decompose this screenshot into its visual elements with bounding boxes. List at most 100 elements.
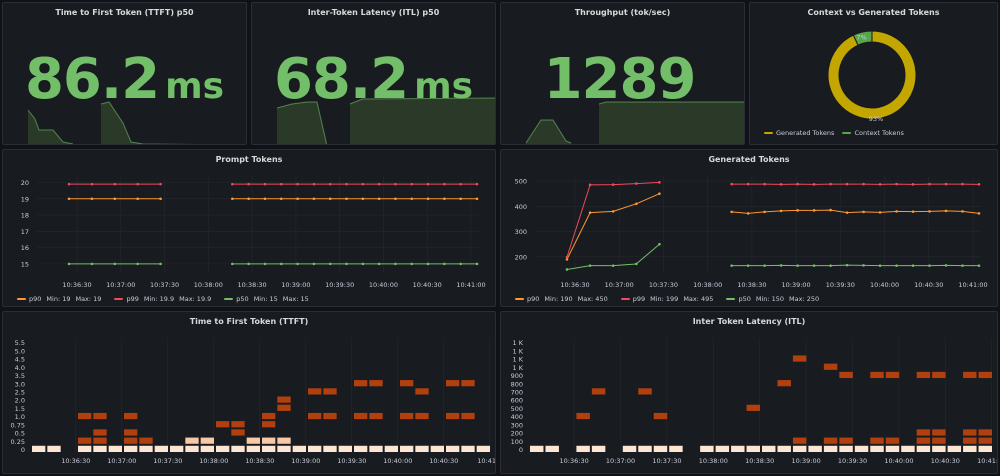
series-line-p99	[566, 181, 660, 258]
legend-item-p50[interactable]: p50 Min: 15 Max: 15	[224, 295, 313, 303]
legend-item-p90[interactable]: p90 Min: 190 Max: 450	[515, 295, 613, 303]
data-point-p99	[658, 181, 661, 184]
heatmap-cell	[854, 445, 869, 452]
y-tick-label: 16	[21, 244, 29, 252]
data-point-p99	[459, 182, 462, 186]
data-point-p99	[312, 182, 316, 186]
panel-title: Time to First Token (TTFT) p50	[55, 8, 194, 17]
data-point-p99	[611, 183, 615, 186]
data-point-p50	[345, 262, 348, 266]
data-point-p90	[377, 197, 381, 201]
x-tick-label: 10:40:00	[383, 457, 412, 465]
heatmap-cell	[308, 445, 322, 452]
data-point-p50	[296, 262, 299, 266]
data-point-p50	[588, 264, 592, 267]
panel-title: Context vs Generated Tokens	[807, 8, 940, 17]
legend-max: Max: 450	[577, 295, 608, 303]
data-point-p50	[475, 262, 479, 266]
data-point-p99	[113, 182, 117, 186]
heatmap-cell	[262, 437, 276, 444]
generated-tokens-chart: 200 300 400 500 10:36:30 10:37:00 10:37:30 10:3…	[515, 176, 988, 289]
heatmap-cell	[446, 412, 460, 420]
legend-item-context[interactable]: Context Tokens	[842, 129, 904, 137]
heatmap-cell	[369, 445, 383, 452]
prompt-tokens-panel[interactable]: Prompt Tokens 15 16 17 18 19 20 10:36:30 10:37:…	[2, 149, 496, 307]
itl-sparkline	[276, 97, 495, 144]
y-tick-label: 600	[511, 397, 523, 405]
ttft-heatmap-panel[interactable]: Time to First Token (TTFT) 0 0.25 0.5 0.75 1…	[2, 311, 496, 474]
y-tick-label: 2.0	[15, 397, 25, 405]
heatmap-cell	[32, 445, 46, 452]
legend-item-p99[interactable]: p99 Min: 199 Max: 495	[620, 295, 719, 303]
heatmap-cell	[277, 404, 291, 411]
data-point-p99	[588, 183, 592, 187]
legend-item-generated[interactable]: Generated Tokens	[764, 129, 834, 137]
data-point-p50	[763, 264, 766, 267]
data-point-p90	[911, 210, 915, 213]
data-point-p50	[944, 264, 948, 267]
heatmap-cell	[415, 388, 429, 395]
sparkline-line	[27, 109, 74, 144]
legend-item-p90[interactable]: p90 Min: 19 Max: 19	[17, 295, 106, 303]
generated-tokens-panel[interactable]: Generated Tokens 200 300 400 500 10:36:30 10:…	[500, 149, 998, 307]
legend-item-p50[interactable]: p50 Min: 150 Max: 250	[726, 295, 824, 303]
data-point-p90	[845, 211, 849, 214]
x-tick-label: 10:36:30	[61, 457, 90, 465]
heatmap-cell	[338, 445, 352, 452]
donut-panel[interactable]: Context vs Generated Tokens 7% 93% Genera…	[749, 2, 998, 145]
heatmap-cell	[124, 429, 138, 436]
x-tick-label: 10:39:00	[792, 457, 821, 465]
x-tick-label: 10:36:30	[62, 281, 91, 289]
heatmap-cell	[839, 371, 853, 379]
heatmap-cell	[731, 445, 745, 452]
donut-chart: 7% 93%	[827, 30, 917, 123]
heatmap-cell	[916, 371, 931, 379]
ttft-sparkline	[27, 101, 196, 144]
stat-panel-ttft[interactable]: Time to First Token (TTFT) p50 86.2 ms	[2, 2, 247, 145]
x-tick-label: 10:38:00	[194, 281, 223, 289]
heatmap-cell	[885, 437, 900, 444]
itl-heatmap-panel[interactable]: Inter Token Latency (ITL) 0 100 200 300 400 5…	[500, 311, 998, 474]
data-point-p90	[658, 192, 661, 195]
y-tick-label: 1 K	[513, 364, 524, 372]
heatmap-cell	[932, 429, 946, 436]
heatmap-cell	[384, 445, 398, 452]
data-point-p90	[312, 197, 316, 201]
y-tick-label: 0	[519, 446, 523, 454]
data-point-p50	[845, 263, 849, 267]
heatmap-cell	[839, 437, 853, 444]
x-tick-label: 10:37:00	[106, 281, 135, 289]
x-tick-label: 10:39:30	[826, 281, 855, 289]
data-point-p99	[565, 255, 569, 259]
stat-panel-itl[interactable]: Inter-Token Latency (ITL) p50 68.2 ms	[251, 2, 496, 145]
heatmap-cell	[932, 371, 946, 379]
sparkline-line	[525, 119, 572, 144]
heatmap-cell	[963, 429, 977, 436]
data-point-p90	[611, 210, 615, 213]
legend-label: Generated Tokens	[776, 129, 835, 137]
data-point-p90	[812, 209, 816, 212]
data-point-p99	[279, 182, 283, 186]
heatmap-cell	[808, 445, 822, 452]
legend-label: Context Tokens	[854, 129, 904, 137]
stat-panel-throughput[interactable]: Throughput (tok/sec) 1289	[500, 2, 745, 145]
data-point-p50	[911, 264, 915, 267]
legend-name: p90	[29, 295, 42, 303]
y-tick-label: 800	[511, 380, 523, 388]
x-tick-label: 10:40:00	[884, 457, 913, 465]
y-tick-label: 18	[21, 212, 29, 220]
data-point-p90	[763, 210, 766, 214]
stat-number: 86.2	[24, 47, 160, 112]
legend-min: Min: 15	[253, 295, 278, 303]
x-tick-label: 10:39:30	[325, 281, 354, 289]
y-tick-label: 500	[515, 178, 527, 186]
panel-title: Prompt Tokens	[215, 155, 283, 164]
heatmap-cell	[124, 437, 138, 444]
data-point-p99	[263, 182, 267, 186]
heatmap-cell	[885, 445, 900, 452]
heatmap-cell	[308, 412, 322, 420]
heatmap-cell	[216, 421, 230, 428]
y-tick-label: 200	[511, 430, 523, 438]
legend-item-p99[interactable]: p99 Min: 19.9 Max: 19.9	[114, 295, 216, 303]
x-tick-label: 10:39:00	[782, 281, 811, 289]
